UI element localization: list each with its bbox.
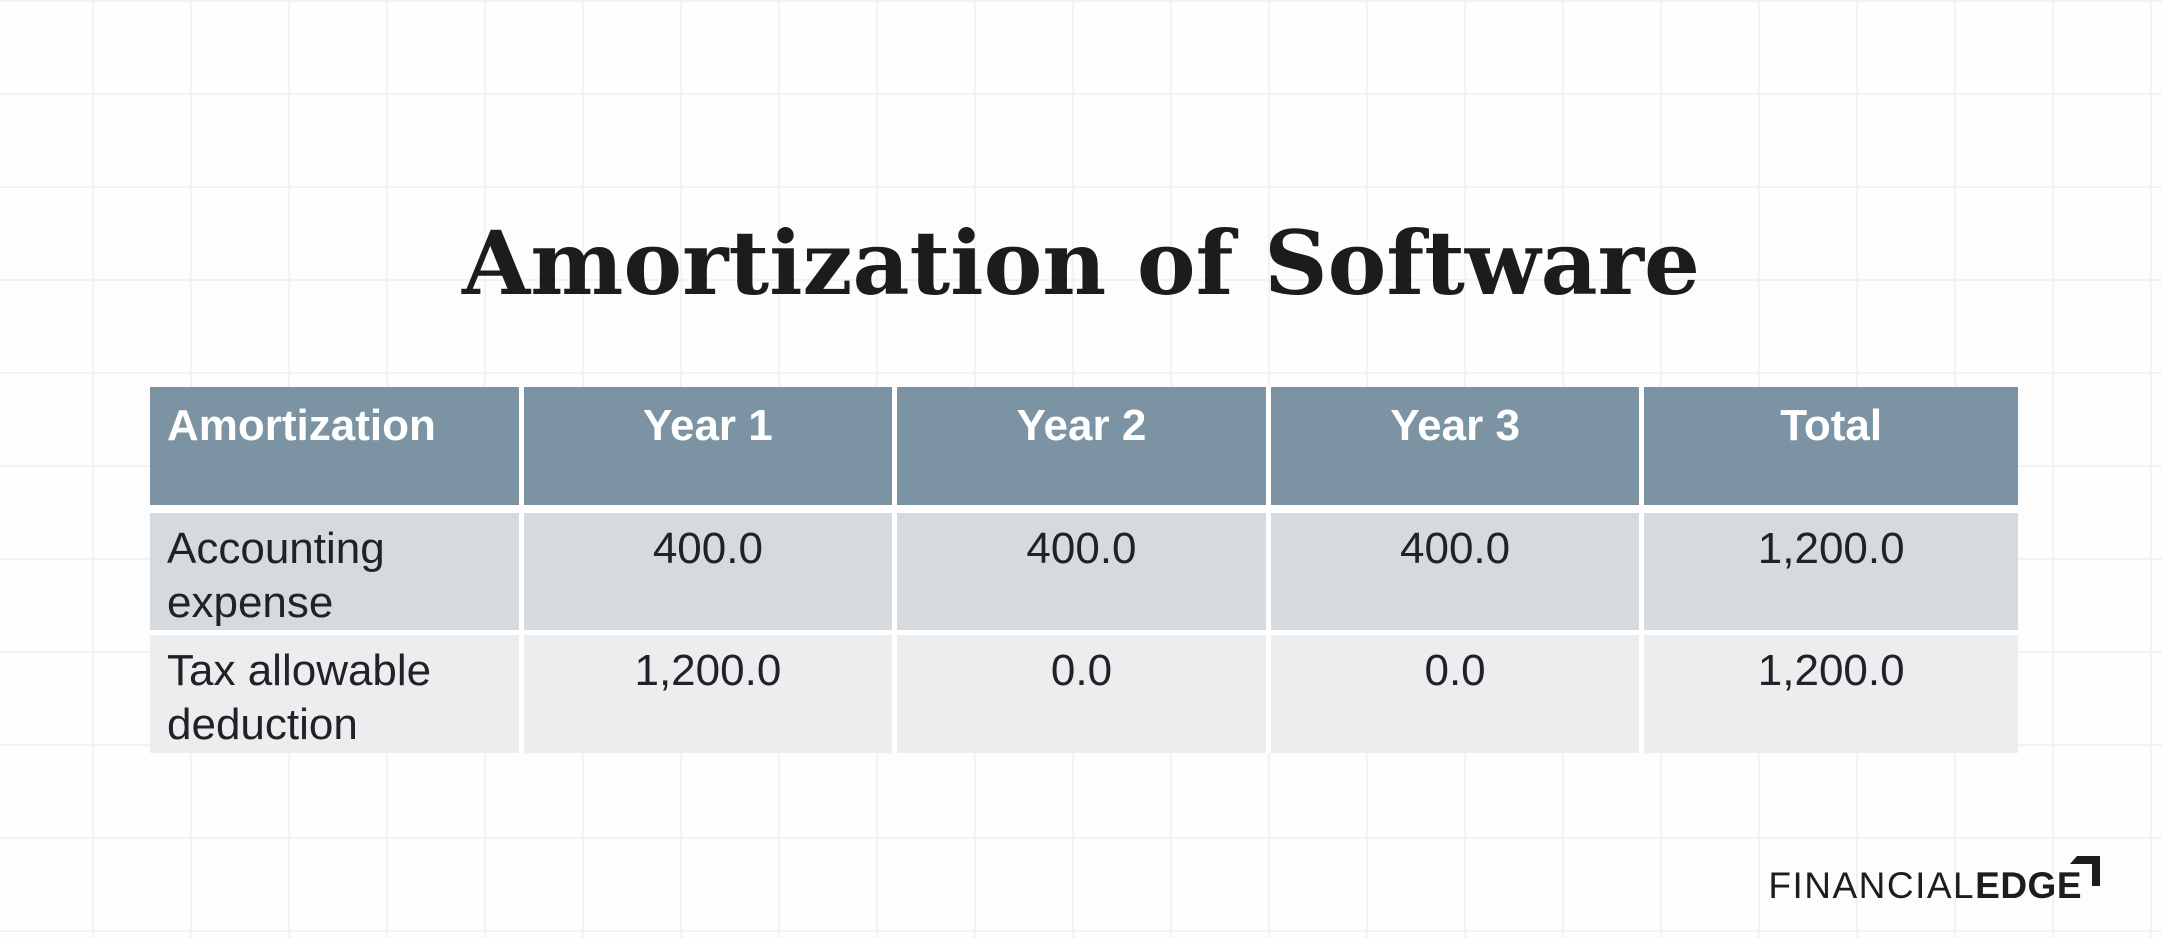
logo-text-edge: EDGE	[1975, 865, 2082, 906]
financial-edge-logo: FINANCIAL EDGE	[1768, 856, 2100, 906]
cell-value: 400.0	[523, 513, 898, 636]
cell-value: 400.0	[897, 513, 1271, 636]
column-header-total: Total	[1644, 387, 2018, 513]
table-row-tax-allowable-deduction: Tax allowable deduction 1,200.0 0.0 0.0 …	[150, 635, 2018, 753]
cell-value: 0.0	[897, 635, 1271, 753]
logo-corner-bracket-icon	[2066, 855, 2100, 892]
table-row-accounting-expense: Accounting expense 400.0 400.0 400.0 1,2…	[150, 513, 2018, 636]
table-header-row: Amortization Year 1 Year 2 Year 3 Total	[150, 387, 2018, 513]
page-title: Amortization of Software	[462, 210, 1700, 315]
amortization-table: Amortization Year 1 Year 2 Year 3 Total …	[150, 387, 2018, 753]
cell-value: 0.0	[1270, 635, 1645, 753]
cell-value: 1,200.0	[1644, 513, 2018, 636]
column-header-year1: Year 1	[523, 387, 898, 513]
logo-text-financial: FINANCIAL	[1768, 865, 1976, 906]
cell-value: 400.0	[1270, 513, 1645, 636]
column-header-year3: Year 3	[1270, 387, 1645, 513]
row-label: Accounting expense	[150, 513, 524, 636]
column-header-year2: Year 2	[897, 387, 1271, 513]
cell-value: 1,200.0	[1644, 635, 2018, 753]
column-header-amortization: Amortization	[150, 387, 524, 513]
row-label: Tax allowable deduction	[150, 635, 524, 753]
cell-value: 1,200.0	[523, 635, 898, 753]
